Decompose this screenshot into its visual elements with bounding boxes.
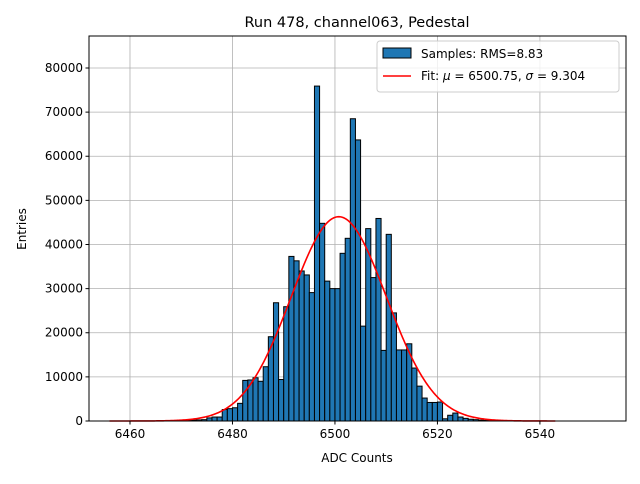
y-axis-label: Entries bbox=[15, 208, 29, 250]
histogram-bar bbox=[371, 278, 376, 421]
histogram-bar bbox=[376, 218, 381, 421]
histogram-bar bbox=[453, 413, 458, 421]
histogram-bar bbox=[396, 350, 401, 421]
histogram-bar bbox=[350, 119, 355, 421]
histogram-bar bbox=[458, 417, 463, 421]
y-tick-label: 10000 bbox=[45, 370, 83, 384]
histogram-bar bbox=[212, 417, 217, 421]
histogram-bar bbox=[325, 281, 330, 421]
chart-title: Run 478, channel063, Pedestal bbox=[244, 15, 469, 31]
histogram-bar bbox=[361, 326, 366, 421]
histogram-bar bbox=[253, 378, 258, 421]
y-tick-label: 80000 bbox=[45, 61, 83, 75]
histogram-bar bbox=[243, 380, 248, 421]
histogram-bar bbox=[391, 313, 396, 421]
x-tick-label: 6540 bbox=[525, 427, 556, 441]
histogram-bar bbox=[330, 289, 335, 421]
histogram-bar bbox=[289, 256, 294, 421]
y-tick-label: 60000 bbox=[45, 149, 83, 163]
histogram-bar bbox=[335, 289, 340, 421]
legend: Samples: RMS=8.83 Fit: μ = 6500.75, σ = … bbox=[377, 41, 619, 92]
legend-samples-label: Samples: RMS=8.83 bbox=[421, 47, 543, 61]
x-tick-label: 6480 bbox=[217, 427, 248, 441]
histogram-bar bbox=[345, 238, 350, 421]
histogram-bar bbox=[355, 140, 360, 421]
y-tick-label: 0 bbox=[75, 414, 83, 428]
histogram-bar bbox=[432, 402, 437, 421]
x-tick-label: 6500 bbox=[320, 427, 351, 441]
histogram-bar bbox=[427, 402, 432, 421]
x-axis-label: ADC Counts bbox=[321, 451, 393, 465]
bars bbox=[171, 86, 494, 421]
histogram-bar bbox=[422, 398, 427, 421]
histogram-bar bbox=[299, 271, 304, 421]
y-ticks: 0 10000 20000 30000 40000 50000 60000 70000 8000… bbox=[45, 61, 89, 428]
histogram-bar bbox=[217, 417, 222, 421]
histogram-bar bbox=[320, 223, 325, 421]
x-tick-label: 6520 bbox=[422, 427, 453, 441]
histogram-bar bbox=[258, 381, 263, 421]
histogram-bar bbox=[402, 350, 407, 421]
y-tick-label: 40000 bbox=[45, 237, 83, 251]
histogram-bar bbox=[448, 415, 453, 421]
histogram-bar bbox=[314, 86, 319, 421]
histogram-bar bbox=[386, 234, 391, 421]
histogram-bar bbox=[412, 368, 417, 421]
histogram-bar bbox=[381, 350, 386, 421]
y-tick-label: 70000 bbox=[45, 105, 83, 119]
histogram-bar bbox=[417, 386, 422, 421]
histogram-bar bbox=[222, 410, 227, 421]
y-tick-label: 50000 bbox=[45, 193, 83, 207]
histogram-bar bbox=[238, 403, 243, 421]
histogram-bar bbox=[263, 367, 268, 421]
legend-samples-swatch bbox=[383, 48, 411, 58]
histogram-bar bbox=[304, 275, 309, 421]
y-tick-label: 20000 bbox=[45, 326, 83, 340]
histogram-bar bbox=[340, 253, 345, 421]
legend-fit-label: Fit: μ = 6500.75, σ = 9.304 bbox=[421, 69, 585, 83]
histogram-bar bbox=[437, 402, 442, 421]
y-tick-label: 30000 bbox=[45, 282, 83, 296]
x-tick-label: 6460 bbox=[115, 427, 146, 441]
histogram-bar bbox=[273, 303, 278, 421]
histogram-bar bbox=[279, 380, 284, 421]
histogram-bar bbox=[232, 408, 237, 421]
histogram-bar bbox=[309, 293, 314, 421]
x-ticks: 6460 6480 6500 6520 6540 bbox=[115, 421, 555, 441]
histogram-bar bbox=[284, 307, 289, 421]
histogram-bar bbox=[227, 409, 232, 421]
